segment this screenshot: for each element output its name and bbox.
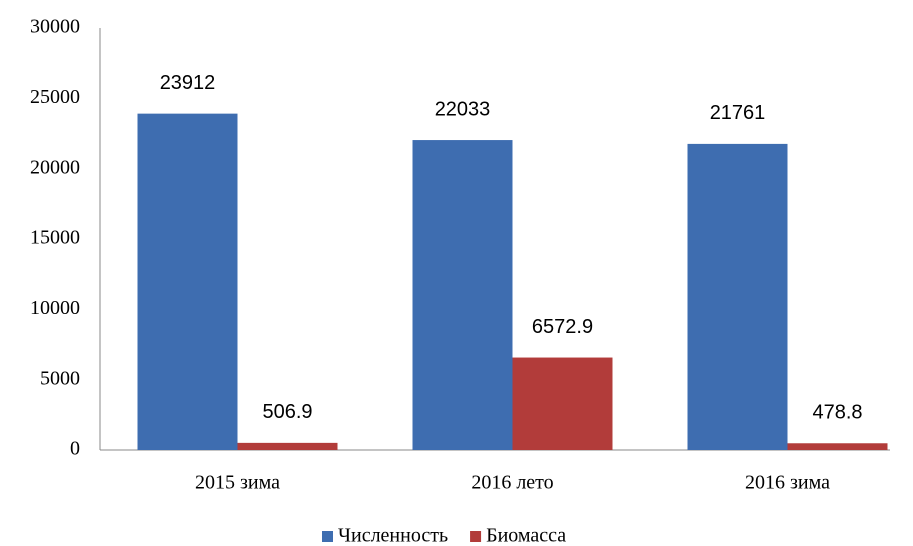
value-label: 478.8 (812, 402, 862, 424)
value-label: 22033 (435, 98, 491, 120)
legend-swatch (322, 531, 333, 542)
bar (412, 140, 513, 450)
value-label: 6572.9 (532, 316, 593, 338)
legend-swatch (470, 531, 482, 542)
bar (687, 143, 788, 450)
y-tick-label: 30000 (30, 16, 80, 38)
x-tick-label: 2016 лето (471, 472, 553, 494)
legend-label: Численность (338, 525, 448, 546)
y-tick-label: 0 (70, 438, 80, 460)
value-label: 506.9 (262, 401, 312, 423)
y-tick-label: 5000 (40, 367, 80, 389)
bar (512, 357, 613, 450)
value-label: 21761 (710, 102, 766, 124)
y-tick-label: 25000 (30, 86, 80, 108)
legend-label: Биомасса (486, 525, 566, 546)
value-label: 23912 (160, 72, 216, 94)
bar (237, 442, 338, 450)
x-tick-label: 2016 зима (745, 472, 830, 494)
x-tick-label: 2015 зима (195, 472, 280, 494)
y-tick-label: 10000 (30, 297, 80, 319)
y-tick-label: 20000 (30, 156, 80, 178)
y-tick-label: 15000 (30, 227, 80, 249)
bar (137, 113, 238, 450)
bar (787, 443, 888, 450)
